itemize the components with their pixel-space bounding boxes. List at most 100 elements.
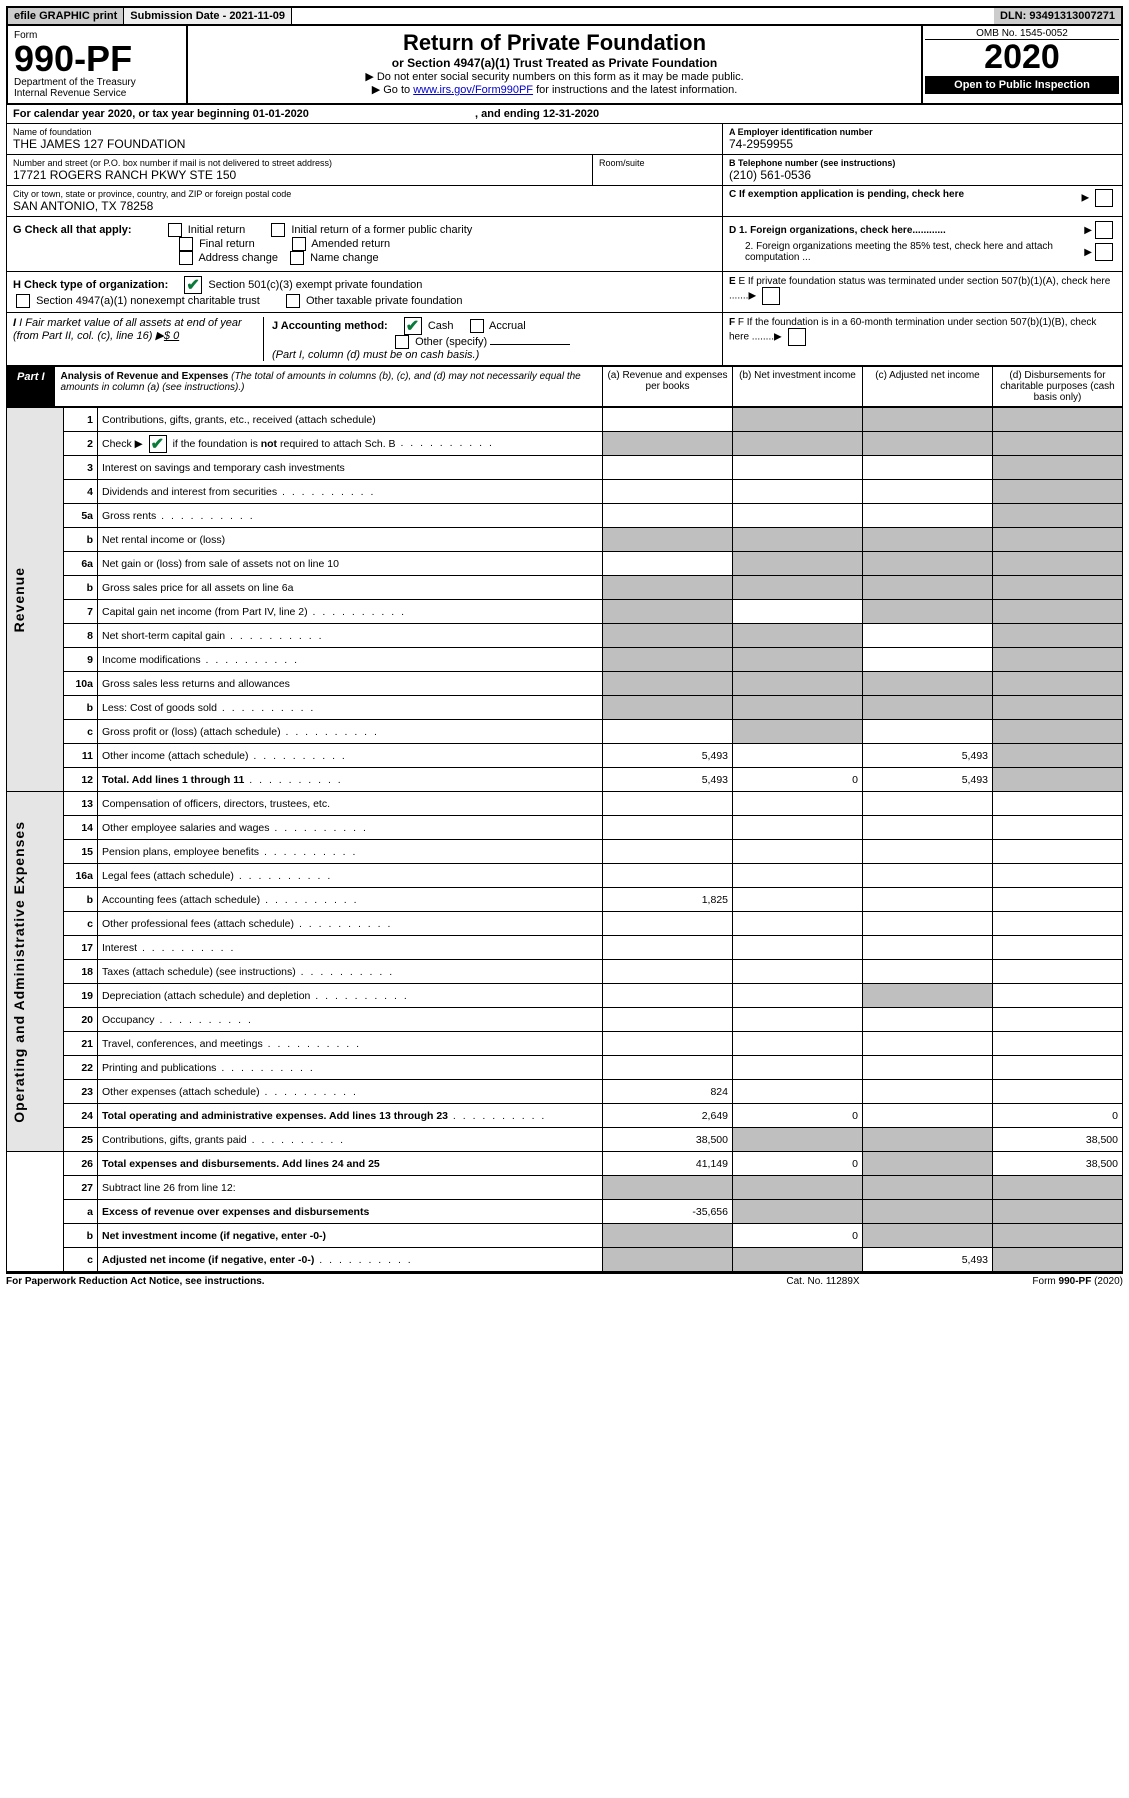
row-15: Pension plans, employee benefits — [98, 840, 603, 864]
v-27bb: 0 — [733, 1224, 863, 1248]
j-label: J Accounting method: — [272, 320, 388, 332]
f-checkbox[interactable] — [788, 328, 806, 346]
instr-goto: ▶ Go to www.irs.gov/Form990PF for instru… — [192, 83, 917, 96]
c-checkbox[interactable] — [1095, 189, 1113, 207]
row-21: Travel, conferences, and meetings — [98, 1032, 603, 1056]
form-ref: Form 990-PF (2020) — [923, 1276, 1123, 1287]
chk-initial-former[interactable] — [271, 223, 285, 237]
part1-table: Revenue 1Contributions, gifts, grants, e… — [6, 407, 1123, 1272]
v-25d: 38,500 — [993, 1128, 1123, 1152]
row-22: Printing and publications — [98, 1056, 603, 1080]
v-27cc: 5,493 — [863, 1248, 993, 1272]
efile-label: efile GRAPHIC print — [8, 8, 124, 24]
part1-label: Part I — [7, 367, 55, 406]
row-10b: Less: Cost of goods sold — [98, 696, 603, 720]
h-label: H Check type of organization: — [13, 279, 168, 291]
chk-addrchg[interactable] — [179, 251, 193, 265]
ein-value: 74-2959955 — [729, 137, 1116, 151]
submission-date: Submission Date - 2021-11-09 — [124, 8, 292, 24]
v-25a: 38,500 — [603, 1128, 733, 1152]
instr-post: for instructions and the latest informat… — [533, 84, 737, 96]
cat-no: Cat. No. 11289X — [723, 1276, 923, 1287]
row-17: Interest — [98, 936, 603, 960]
efile-topbar: efile GRAPHIC print Submission Date - 20… — [6, 6, 1123, 26]
row-5b: Net rental income or (loss) — [98, 528, 603, 552]
row-23: Other expenses (attach schedule) — [98, 1080, 603, 1104]
e-label: E If private foundation status was termi… — [729, 276, 1110, 302]
chk-namechg[interactable] — [290, 251, 304, 265]
row-26: Total expenses and disbursements. Add li… — [98, 1152, 603, 1176]
form-id-block: Form 990-PF Department of the Treasury I… — [8, 26, 188, 103]
row-11: Other income (attach schedule) — [98, 744, 603, 768]
row-7: Capital gain net income (from Part IV, l… — [98, 600, 603, 624]
tel-cell: B Telephone number (see instructions) (2… — [723, 155, 1122, 186]
v-12c: 5,493 — [863, 768, 993, 792]
chk-initial[interactable] — [168, 223, 182, 237]
lbl-amended: Amended return — [311, 238, 390, 250]
j-note: (Part I, column (d) must be on cash basi… — [272, 349, 479, 361]
row-1: Contributions, gifts, grants, etc., rece… — [98, 408, 603, 432]
v-16ba: 1,825 — [603, 888, 733, 912]
tax-year: 2020 — [925, 40, 1119, 74]
form-subtitle: or Section 4947(a)(1) Trust Treated as P… — [192, 56, 917, 70]
form-number: 990-PF — [14, 41, 180, 77]
form-header: Form 990-PF Department of the Treasury I… — [6, 26, 1123, 105]
lbl-501c3: Section 501(c)(3) exempt private foundat… — [208, 279, 422, 291]
lbl-4947: Section 4947(a)(1) nonexempt charitable … — [36, 295, 260, 307]
address-cell: Number and street (or P.O. box number if… — [7, 155, 592, 186]
side-expenses: Operating and Administrative Expenses — [11, 821, 27, 1123]
part1-desc: Analysis of Revenue and Expenses (The to… — [55, 367, 602, 406]
d1-label: D 1. Foreign organizations, check here..… — [729, 225, 946, 236]
name-cell: Name of foundation THE JAMES 127 FOUNDAT… — [7, 124, 722, 155]
row-8: Net short-term capital gain — [98, 624, 603, 648]
lbl-initial-former: Initial return of a former public charit… — [291, 224, 472, 236]
v-24d: 0 — [993, 1104, 1123, 1128]
lbl-other-acct: Other (specify) — [415, 336, 487, 348]
row-3: Interest on savings and temporary cash i… — [98, 456, 603, 480]
g-label: G Check all that apply: — [13, 224, 132, 236]
chk-final[interactable] — [179, 237, 193, 251]
chk-501c3[interactable] — [184, 276, 202, 294]
d2-label: 2. Foreign organizations meeting the 85%… — [729, 241, 1084, 263]
row-9: Income modifications — [98, 648, 603, 672]
side-revenue: Revenue — [11, 567, 27, 632]
row-2: Check ▶ if the foundation is not require… — [98, 432, 603, 456]
v-23a: 824 — [603, 1080, 733, 1104]
title-block: Return of Private Foundation or Section … — [188, 26, 921, 103]
irs-link[interactable]: www.irs.gov/Form990PF — [413, 84, 533, 96]
part1-title: Analysis of Revenue and Expenses — [61, 371, 229, 382]
form-title: Return of Private Foundation — [192, 30, 917, 56]
row-19: Depreciation (attach schedule) and deple… — [98, 984, 603, 1008]
chk-accrual[interactable] — [470, 319, 484, 333]
city-cell: City or town, state or province, country… — [7, 186, 722, 216]
g-row: G Check all that apply: Initial return I… — [6, 217, 1123, 272]
row-16c: Other professional fees (attach schedule… — [98, 912, 603, 936]
row-14: Other employee salaries and wages — [98, 816, 603, 840]
row-20: Occupancy — [98, 1008, 603, 1032]
chk-schb[interactable] — [149, 435, 167, 453]
chk-cash[interactable] — [404, 317, 422, 335]
chk-4947[interactable] — [16, 294, 30, 308]
e-checkbox[interactable] — [762, 287, 780, 305]
v-26a: 41,149 — [603, 1152, 733, 1176]
identity-block: Name of foundation THE JAMES 127 FOUNDAT… — [6, 124, 1123, 217]
instr-nossn: ▶ Do not enter social security numbers o… — [192, 70, 917, 83]
chk-amended[interactable] — [292, 237, 306, 251]
row-16a: Legal fees (attach schedule) — [98, 864, 603, 888]
row-27b: Net investment income (if negative, ente… — [98, 1224, 603, 1248]
v-24b: 0 — [733, 1104, 863, 1128]
city-value: SAN ANTONIO, TX 78258 — [13, 199, 716, 213]
i-block: I I Fair market value of all assets at e… — [13, 317, 263, 361]
row-27c: Adjusted net income (if negative, enter … — [98, 1248, 603, 1272]
dln: DLN: 93491313007271 — [994, 8, 1121, 24]
chk-other-tax[interactable] — [286, 294, 300, 308]
col-d-hdr: (d) Disbursements for charitable purpose… — [992, 367, 1122, 406]
row-16b: Accounting fees (attach schedule) — [98, 888, 603, 912]
row-27a: Excess of revenue over expenses and disb… — [98, 1200, 603, 1224]
d1-checkbox[interactable] — [1095, 221, 1113, 239]
row-10a: Gross sales less returns and allowances — [98, 672, 603, 696]
row-6b: Gross sales price for all assets on line… — [98, 576, 603, 600]
foundation-name: THE JAMES 127 FOUNDATION — [13, 137, 716, 151]
d2-checkbox[interactable] — [1095, 243, 1113, 261]
chk-other-acct[interactable] — [395, 335, 409, 349]
